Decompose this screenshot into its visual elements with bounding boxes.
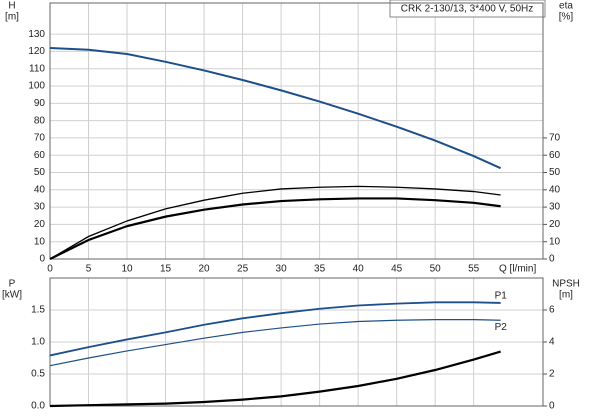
y-tick-label: 30 xyxy=(34,202,46,213)
y2-tick-label: 0 xyxy=(549,401,555,412)
x-tick-label: 45 xyxy=(391,264,403,275)
y-axis-unit: [kW] xyxy=(2,290,22,301)
y-tick-label: 1.0 xyxy=(31,337,45,348)
plot-frame xyxy=(49,2,544,260)
y-tick-label: 10 xyxy=(34,236,46,247)
x-tick-label: 55 xyxy=(468,264,480,275)
y2-tick-label: 0 xyxy=(549,254,555,265)
x-tick-label: 25 xyxy=(237,264,249,275)
x-tick-label: 5 xyxy=(86,264,92,275)
curve xyxy=(49,197,501,260)
plot-frame xyxy=(49,277,544,407)
y2-tick-label: 2 xyxy=(549,369,555,380)
x-tick-label: 50 xyxy=(430,264,442,275)
series-label: P2 xyxy=(495,322,508,333)
y-tick-label: 60 xyxy=(34,150,46,161)
curve xyxy=(49,319,501,367)
y2-tick-label: 6 xyxy=(549,305,555,316)
y-tick-label: 40 xyxy=(34,184,46,195)
y-tick-label: 80 xyxy=(34,115,46,126)
x-axis-label: Q [l/min] xyxy=(499,264,536,275)
curve xyxy=(49,350,501,408)
y-tick-label: 20 xyxy=(34,219,46,230)
y-tick-label: 110 xyxy=(29,63,45,74)
y2-tick-label: 20 xyxy=(549,219,561,230)
y-tick-label: 0.0 xyxy=(31,401,45,412)
y-tick-label: 120 xyxy=(28,46,45,57)
x-tick-label: 20 xyxy=(199,264,211,275)
x-tick-label: 15 xyxy=(160,264,172,275)
y-tick-label: 1.5 xyxy=(31,305,45,316)
y-tick-label: 70 xyxy=(34,133,46,144)
y2-tick-label: 60 xyxy=(549,150,561,161)
y2-tick-label: 50 xyxy=(549,167,561,178)
curve xyxy=(49,46,502,170)
y2-axis-unit: [m] xyxy=(559,290,573,301)
x-tick-label: 10 xyxy=(121,264,133,275)
y2-axis-label: NPSH xyxy=(552,279,580,290)
y2-tick-label: 10 xyxy=(549,236,561,247)
y2-tick-label: 30 xyxy=(549,202,561,213)
y2-tick-label: 40 xyxy=(549,184,561,195)
y2-tick-label: 70 xyxy=(549,133,561,144)
y-tick-label: 130 xyxy=(28,29,45,40)
y-axis-unit: [m] xyxy=(5,12,19,23)
y-tick-label: 100 xyxy=(28,81,45,92)
x-tick-label: 35 xyxy=(314,264,326,275)
y-tick-label: 50 xyxy=(34,167,46,178)
y-tick-label: 0 xyxy=(39,254,45,265)
y-tick-label: 90 xyxy=(34,98,46,109)
y-axis-label: H xyxy=(8,1,15,12)
x-tick-label: 40 xyxy=(353,264,365,275)
y2-axis-label: eta xyxy=(559,1,573,12)
y2-tick-label: 4 xyxy=(549,337,555,348)
y2-axis-unit: [%] xyxy=(559,12,574,23)
chart-title: CRK 2-130/13, 3*400 V, 50Hz xyxy=(401,4,534,15)
title-box xyxy=(389,0,546,18)
y-axis-label: P xyxy=(9,279,16,290)
y-tick-label: 0.5 xyxy=(31,369,45,380)
series-label: P1 xyxy=(495,291,508,302)
x-tick-label: 0 xyxy=(47,264,53,275)
curve xyxy=(49,185,501,260)
x-tick-label: 30 xyxy=(276,264,288,275)
curve xyxy=(49,301,501,357)
